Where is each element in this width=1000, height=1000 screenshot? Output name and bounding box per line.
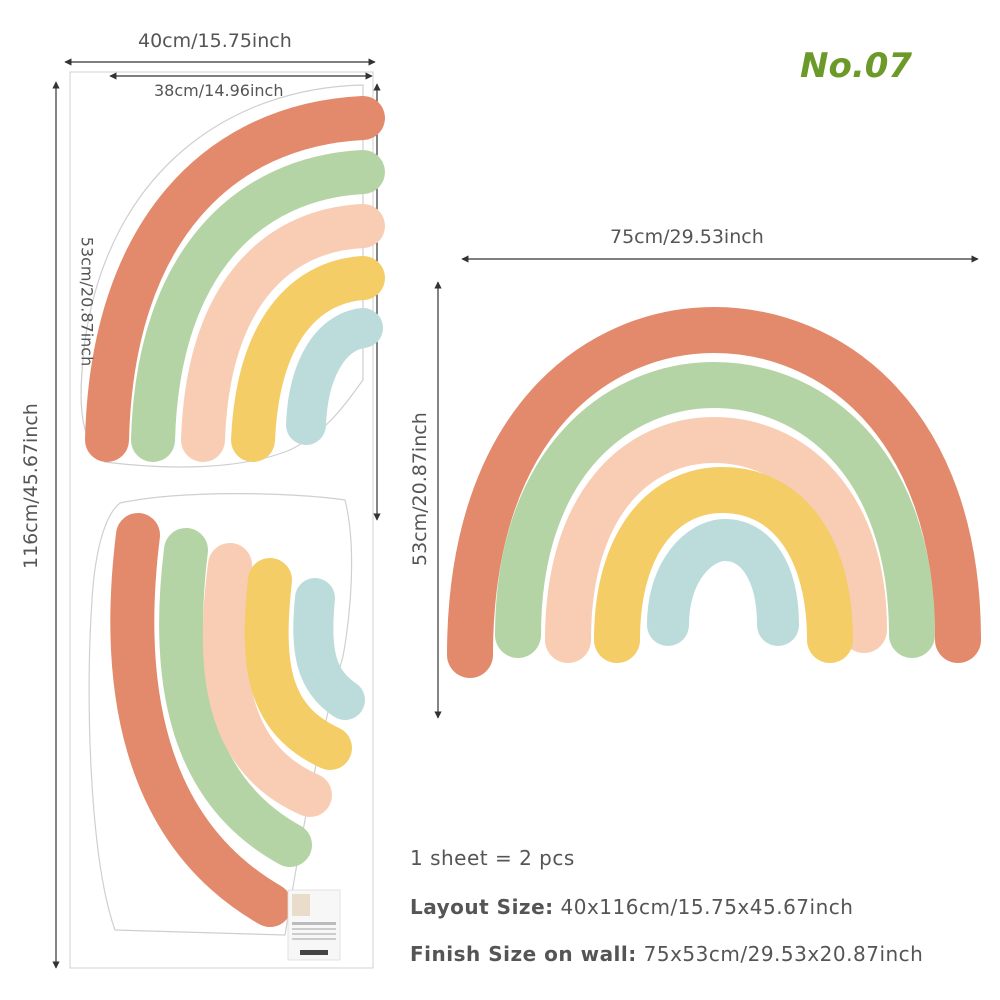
finished-width-label: 75cm/29.53inch [610, 226, 764, 248]
model-number: No.07 [800, 46, 913, 86]
finished-arc-peach [545, 416, 887, 663]
lower-arc-sky [293, 578, 365, 720]
lower-arc-terracotta [110, 513, 292, 927]
inner-width-label: 38cm/14.96inch [154, 81, 284, 100]
sheet-width-label: 40cm/15.75inch [138, 30, 292, 52]
upper-arc-sky [286, 308, 383, 445]
lower-arc-mustard [244, 558, 352, 770]
upper-arc-sage [131, 150, 385, 462]
finish-size-info: Finish Size on wall: 75x53cm/29.53x20.87… [410, 942, 923, 966]
upper-arc-terracotta [85, 96, 385, 462]
layout-size-value: 40x116cm/15.75x45.67inch [560, 895, 854, 919]
lower-arc-peach [202, 543, 332, 817]
lower-arc-sage [159, 528, 312, 867]
finish-size-value: 75x53cm/29.53x20.87inch [643, 942, 924, 966]
finished-height-label: 53cm/20.87inch [409, 412, 431, 566]
finish-size-label: Finish Size on wall: [410, 942, 637, 966]
lower-rainbow-half [110, 513, 365, 927]
upper-rainbow-half [85, 96, 385, 462]
pieces-info: 1 sheet = 2 pcs [410, 846, 575, 870]
finished-arc-mustard [594, 466, 853, 663]
lower-piece-outline [88, 493, 353, 936]
layout-size-label: Layout Size: [410, 895, 554, 919]
finished-arc-sky [647, 518, 799, 646]
finished-rainbow [441, 300, 987, 684]
finished-arc-sage [495, 361, 935, 658]
upper-arc-mustard [231, 256, 385, 462]
product-label [287, 889, 341, 961]
sheet-height-label: 116cm/45.67inch [20, 403, 42, 569]
finished-arc-terracotta [447, 306, 981, 678]
upper-arc-peach [181, 204, 385, 462]
piece-height-label: 53cm/20.87inch [77, 236, 97, 367]
layout-size-info: Layout Size: 40x116cm/15.75x45.67inch [410, 895, 853, 919]
